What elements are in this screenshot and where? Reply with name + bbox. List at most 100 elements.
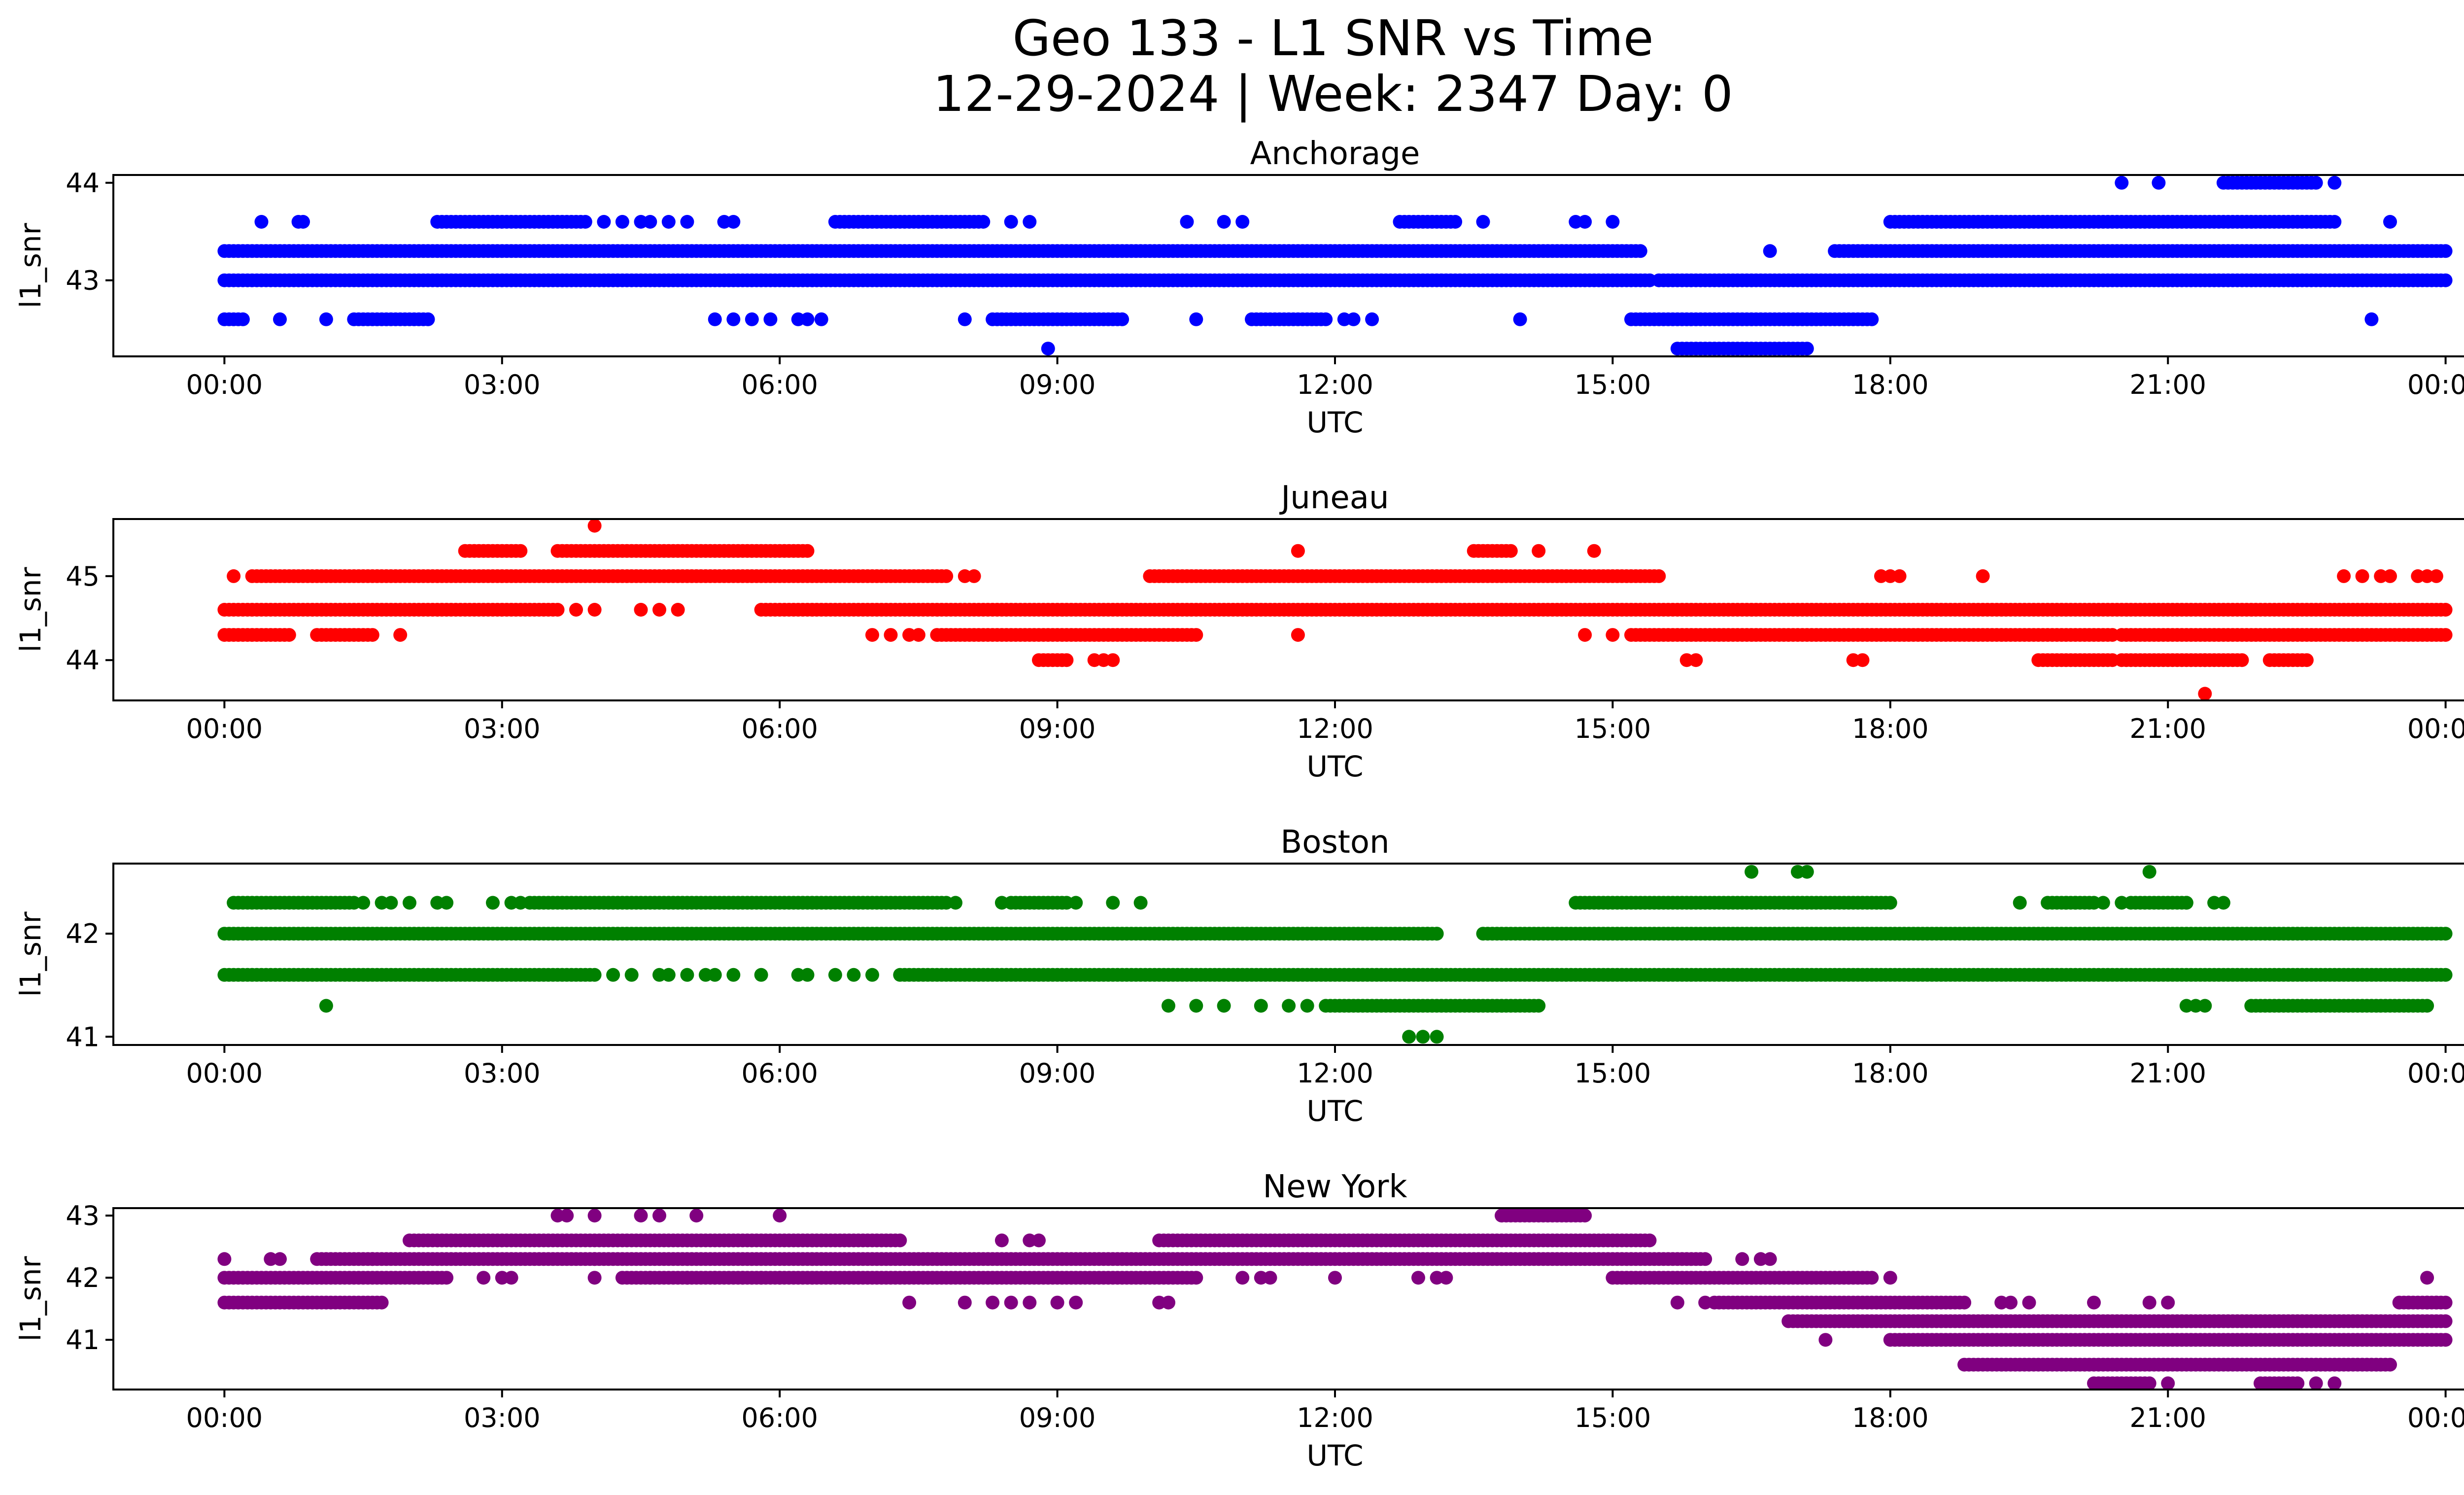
data-point xyxy=(217,1252,232,1266)
data-point xyxy=(958,1295,972,1310)
data-point xyxy=(958,312,972,326)
data-point xyxy=(1416,1030,1430,1044)
x-tick-label: 00:00 xyxy=(186,1058,263,1089)
data-point xyxy=(1957,1295,1972,1310)
data-point xyxy=(384,896,398,910)
data-point xyxy=(440,1271,454,1285)
data-point xyxy=(708,968,722,982)
data-point xyxy=(1818,1333,1833,1347)
data-point xyxy=(726,968,741,982)
series-points xyxy=(217,175,2453,356)
y-axis-label: l1_snr xyxy=(14,223,47,308)
data-point xyxy=(2383,569,2397,583)
data-point xyxy=(2142,1295,2156,1310)
data-point xyxy=(1883,1271,1897,1285)
panel-title: Anchorage xyxy=(1250,136,1420,172)
data-point xyxy=(1745,865,1759,879)
data-point xyxy=(2420,999,2434,1013)
data-point xyxy=(661,215,676,229)
data-point xyxy=(2235,653,2249,667)
y-axis-label: l1_snr xyxy=(14,567,47,652)
data-point xyxy=(671,603,685,617)
data-point xyxy=(273,312,287,326)
data-point xyxy=(2179,896,2193,910)
data-point xyxy=(1004,215,1018,229)
data-point xyxy=(1448,215,1463,229)
data-point xyxy=(726,215,741,229)
data-point xyxy=(1633,244,1647,258)
data-point xyxy=(587,1209,602,1223)
data-point xyxy=(1217,999,1231,1013)
data-point xyxy=(994,896,1009,910)
x-tick-label: 12:00 xyxy=(1297,713,1373,744)
data-point xyxy=(2022,1295,2036,1310)
data-point xyxy=(2438,1314,2453,1328)
data-point xyxy=(2299,653,2314,667)
data-point xyxy=(587,603,602,617)
data-point xyxy=(254,215,269,229)
y-tick-label: 41 xyxy=(66,1021,100,1052)
data-point xyxy=(2438,927,2453,941)
data-point xyxy=(2309,175,2323,190)
data-point xyxy=(2013,896,2027,910)
data-point xyxy=(1189,999,1203,1013)
data-point xyxy=(365,628,379,642)
x-tick-label: 18:00 xyxy=(1852,369,1929,400)
data-point xyxy=(1263,1271,1277,1285)
data-point xyxy=(1865,1271,1879,1285)
x-tick-label: 06:00 xyxy=(741,1058,818,1089)
data-point xyxy=(2198,653,2212,667)
x-tick-label: 00:00 xyxy=(2407,713,2464,744)
data-point xyxy=(773,1271,787,1285)
data-point xyxy=(1855,653,1870,667)
data-point xyxy=(1689,653,1703,667)
data-point xyxy=(1587,544,1601,558)
data-point xyxy=(708,1271,722,1285)
data-point xyxy=(587,519,602,533)
data-point xyxy=(1023,1295,1037,1310)
data-point xyxy=(708,312,722,326)
data-point xyxy=(2438,244,2453,258)
figure-title-line1: Geo 133 - L1 SNR vs Time xyxy=(1013,9,1654,67)
x-tick-label: 12:00 xyxy=(1297,369,1373,400)
x-axis-label: UTC xyxy=(1307,1094,1364,1128)
x-tick-label: 12:00 xyxy=(1297,1058,1373,1089)
plot-frame xyxy=(112,174,2464,357)
data-point xyxy=(652,603,666,617)
x-tick-label: 09:00 xyxy=(1019,1058,1096,1089)
data-point xyxy=(902,1295,917,1310)
x-tick-label: 15:00 xyxy=(1574,369,1651,400)
data-point xyxy=(2152,175,2166,190)
data-point xyxy=(2438,1295,2453,1310)
data-point xyxy=(726,312,741,326)
panel-title: New York xyxy=(1263,1169,1407,1205)
data-point xyxy=(282,628,296,642)
data-point xyxy=(754,968,768,982)
data-point xyxy=(652,1209,666,1223)
data-point xyxy=(986,1295,1000,1310)
data-point xyxy=(2198,999,2212,1013)
data-point xyxy=(513,544,528,558)
data-point xyxy=(643,215,657,229)
data-point xyxy=(1004,1295,1018,1310)
data-point xyxy=(800,544,815,558)
data-point xyxy=(1060,653,1074,667)
data-point xyxy=(1235,1271,1250,1285)
data-point xyxy=(356,896,371,910)
data-point xyxy=(865,968,879,982)
data-point xyxy=(2438,603,2453,617)
data-point xyxy=(2087,1295,2101,1310)
data-point xyxy=(994,1233,1009,1248)
x-tick-label: 03:00 xyxy=(464,369,541,400)
series-points xyxy=(217,865,2453,1044)
data-point xyxy=(911,628,925,642)
data-point xyxy=(2115,175,2129,190)
data-point xyxy=(504,1271,518,1285)
data-point xyxy=(884,628,898,642)
data-point xyxy=(1106,896,1120,910)
panel-title: Juneau xyxy=(1279,480,1389,516)
panel-title: Boston xyxy=(1280,824,1389,861)
data-point xyxy=(1235,215,1250,229)
